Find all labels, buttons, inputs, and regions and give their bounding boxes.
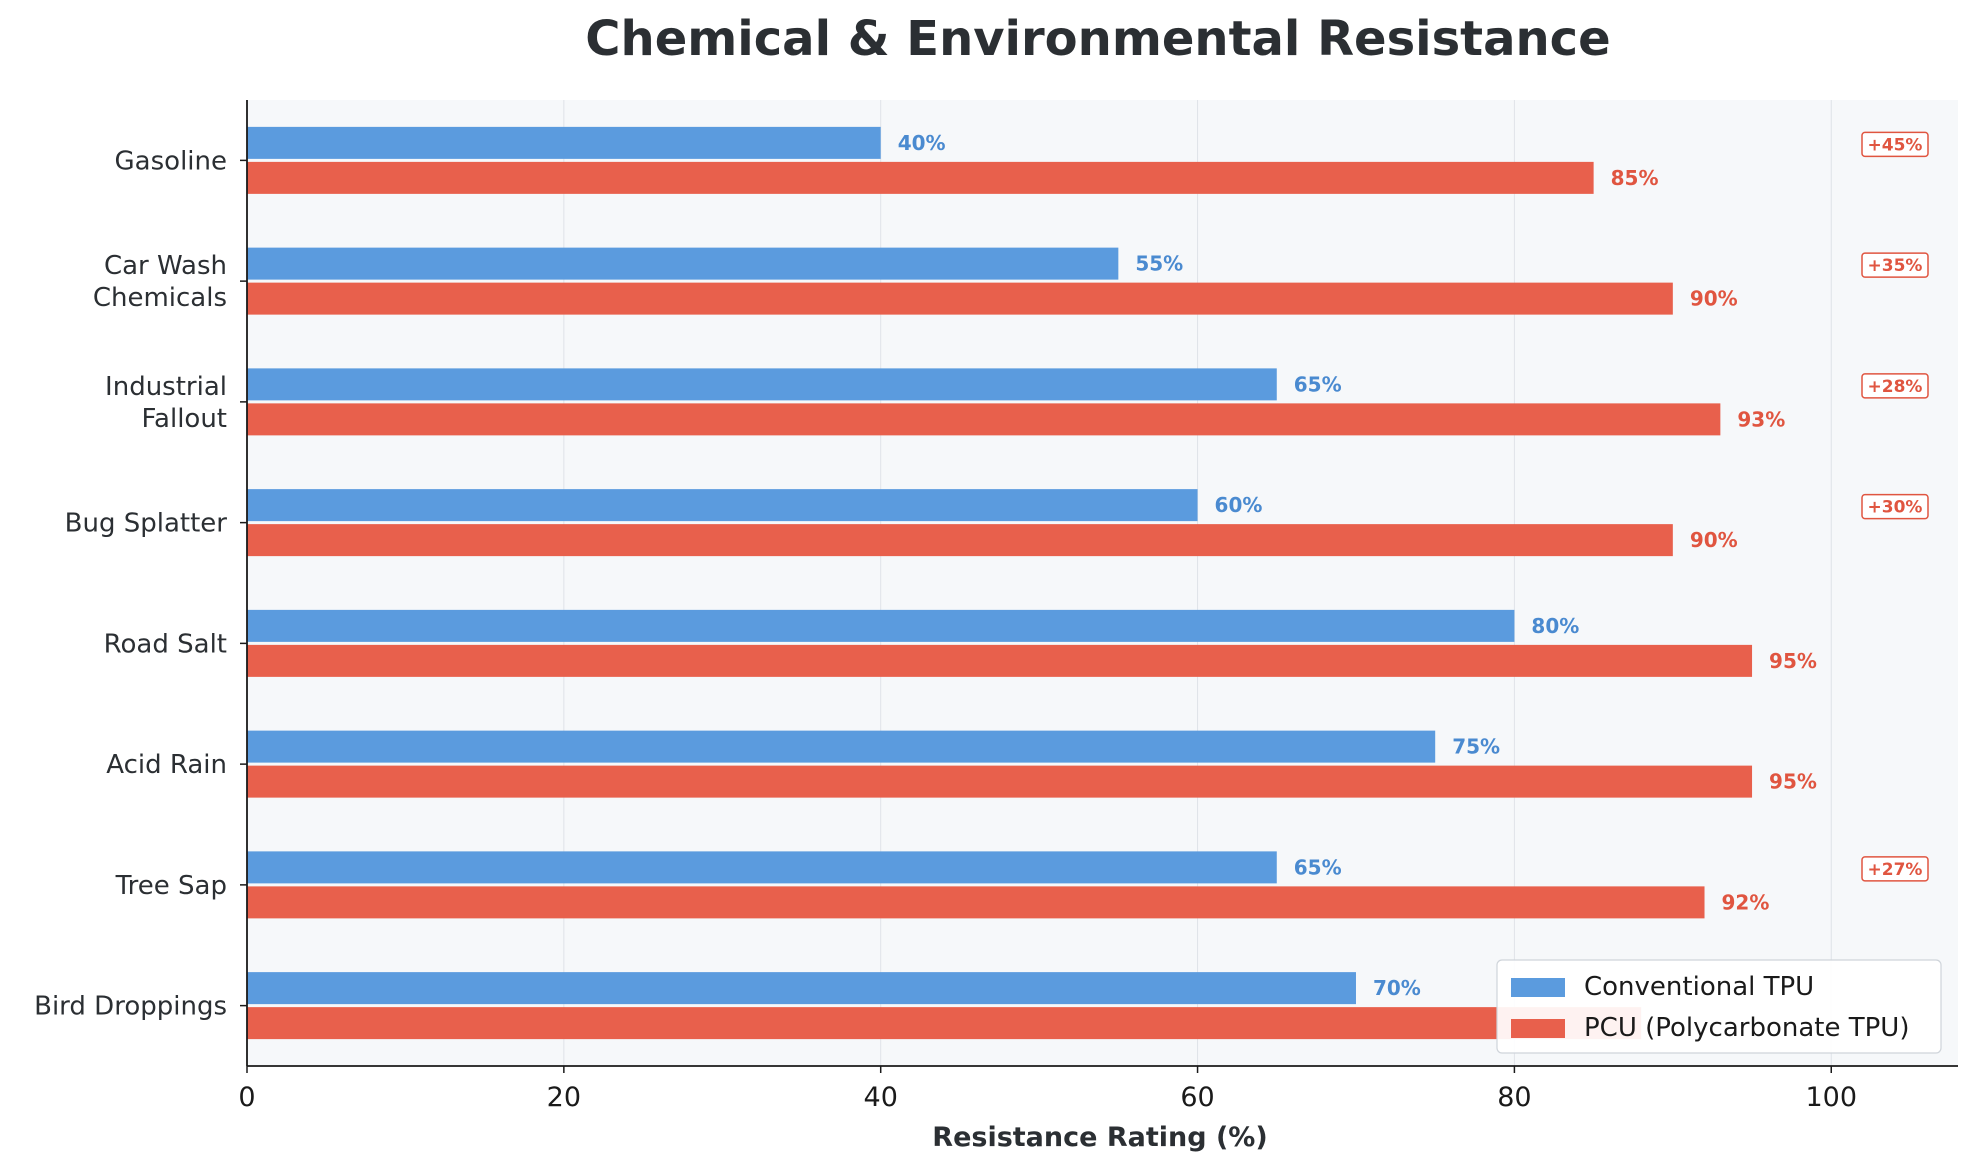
value-label-1-2: 93%	[1737, 407, 1785, 431]
improvement-badges: +45% +35% +28% +30% +27%	[1861, 131, 1929, 882]
bar-pcu-5	[247, 765, 1753, 798]
y-tick-label-7: Bird Droppings	[34, 992, 227, 1022]
y-tick-label-0: Gasoline	[115, 146, 227, 176]
bar-pcu-2	[247, 403, 1721, 436]
legend-label-0: Conventional TPU	[1584, 972, 1814, 1002]
bar-conventional-7	[247, 972, 1356, 1005]
bar-conventional-3	[247, 489, 1198, 522]
x-tick-label-0: 0	[238, 1082, 255, 1113]
badge-box-3	[1861, 493, 1929, 520]
badge-2: +28%	[1868, 377, 1923, 397]
legend: Conventional TPU PCU (Polycarbonate TPU)	[1496, 959, 1942, 1054]
bar-conventional-4	[247, 609, 1515, 642]
value-label-1-5: 95%	[1769, 770, 1817, 794]
value-label-0-1: 55%	[1135, 252, 1183, 276]
value-label-1-6: 92%	[1722, 890, 1770, 914]
bars	[247, 126, 1753, 1040]
badge-box-6	[1861, 856, 1929, 882]
x-tick-label-2: 40	[864, 1082, 898, 1113]
bar-conventional-5	[247, 730, 1436, 763]
value-label-0-7: 70%	[1373, 976, 1421, 1000]
y-tick-label-4: Road Salt	[104, 629, 227, 659]
value-label-1-1: 90%	[1690, 287, 1738, 311]
chart-title: Chemical & Environmental Resistance	[585, 11, 1610, 67]
bar-conventional-1	[247, 247, 1119, 280]
badge-6: +27%	[1868, 860, 1923, 880]
value-label-0-3: 60%	[1215, 493, 1263, 517]
badge-box-0	[1861, 131, 1929, 158]
bar-conventional-2	[247, 368, 1277, 401]
badge-box-2	[1861, 373, 1929, 399]
plot-area	[247, 100, 1958, 1066]
badge-box-1	[1861, 252, 1929, 278]
value-label-0-5: 75%	[1452, 735, 1500, 759]
value-label-0-6: 65%	[1294, 855, 1342, 879]
value-labels: 40% 85% 55% 90% 65% 93% 60% 90% 80% 95% 75% 95% 65% 9…	[898, 131, 1817, 1000]
x-tick-label-3: 60	[1180, 1082, 1214, 1113]
x-axis-label: Resistance Rating (%)	[932, 1122, 1267, 1153]
axes: Gasoline Car Wash Chemicals Industrial Fallo…	[34, 100, 1958, 1113]
badge-3: +30%	[1868, 498, 1923, 518]
y-tick-label-1: Car Wash Chemicals	[93, 251, 227, 313]
bar-pcu-3	[247, 524, 1673, 557]
badge-0: +45%	[1868, 135, 1923, 155]
value-label-1-3: 90%	[1690, 528, 1738, 552]
value-label-1-0: 85%	[1611, 166, 1659, 190]
x-tick-label-5: 100	[1805, 1082, 1857, 1113]
bar-pcu-7	[247, 1007, 1642, 1040]
bar-pcu-6	[247, 886, 1705, 919]
bar-conventional-6	[247, 851, 1277, 884]
y-tick-label-3: Bug Splatter	[65, 509, 228, 539]
badge-1: +35%	[1868, 256, 1923, 276]
x-tick-label-1: 20	[547, 1082, 581, 1113]
bar-pcu-1	[247, 282, 1673, 315]
y-tick-label-2: Industrial Fallout	[105, 372, 227, 434]
bar-pcu-0	[247, 161, 1594, 194]
y-tick-label-5: Acid Rain	[106, 750, 227, 780]
value-label-0-0: 40%	[898, 131, 946, 155]
legend-box	[1496, 959, 1942, 1054]
value-label-0-2: 65%	[1294, 372, 1342, 396]
legend-label-1: PCU (Polycarbonate TPU)	[1584, 1013, 1909, 1043]
x-tick-label-4: 80	[1497, 1082, 1531, 1113]
legend-swatch-0	[1511, 978, 1565, 997]
bar-conventional-0	[247, 126, 881, 159]
y-tick-label-6: Tree Sap	[115, 871, 227, 901]
value-label-1-4: 95%	[1769, 649, 1817, 673]
bar-pcu-4	[247, 644, 1753, 677]
value-label-0-4: 80%	[1531, 614, 1579, 638]
legend-swatch-1	[1511, 1019, 1565, 1038]
